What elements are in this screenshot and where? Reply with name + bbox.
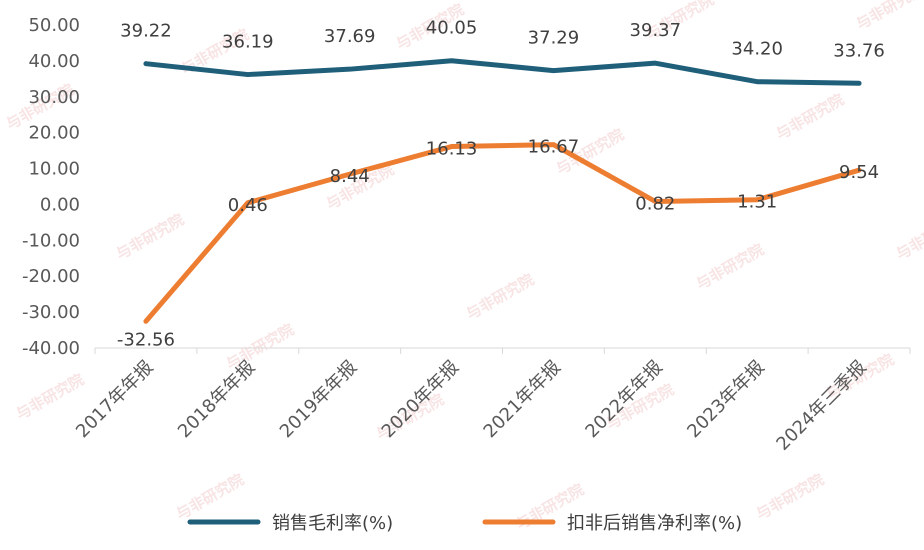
y-tick-label: 20.00 <box>28 123 80 144</box>
watermark-text: 与非研究院 <box>173 470 247 523</box>
watermark-text: 与非研究院 <box>113 210 187 263</box>
gross-margin-label: 37.29 <box>528 28 580 49</box>
y-tick-label: 0.00 <box>40 194 80 215</box>
x-axis: 2017年年报 2018年年报 2019年年报 2020年年报 2021年年报 2022年… <box>72 347 911 455</box>
series-layer <box>143 58 862 324</box>
watermark-text: 与非研究院 <box>893 210 924 263</box>
x-tick-label: 2024年三季报 <box>772 357 870 455</box>
data-label-layer: 39.22 36.19 37.69 40.05 37.29 39.37 34.20 33.76… <box>117 18 885 351</box>
net-margin-label: 9.54 <box>839 162 879 183</box>
y-tick-label: -40.00 <box>22 338 80 359</box>
watermark-text: 与非研究院 <box>463 270 537 323</box>
gross-margin-label: 40.05 <box>426 18 478 39</box>
watermark-text: 与非研究院 <box>693 240 767 293</box>
x-tick-label: 2021年年报 <box>480 357 565 442</box>
x-tick-label: 2018年年报 <box>174 357 259 442</box>
net-margin-label: -32.56 <box>117 329 175 350</box>
gross-margin-label: 37.69 <box>324 26 376 47</box>
x-tick-label: 2020年年报 <box>378 357 463 442</box>
x-tick-label: 2017年年报 <box>72 357 157 442</box>
net-margin-label: 16.13 <box>426 139 478 160</box>
gross-margin-label: 39.22 <box>120 21 172 42</box>
gross-margin-label: 39.37 <box>630 20 682 41</box>
watermark-text: 与非研究院 <box>773 90 847 143</box>
gross-margin-label: 36.19 <box>222 32 274 53</box>
y-tick-label: 40.00 <box>28 51 80 72</box>
net-margin-label: 16.67 <box>528 137 580 158</box>
y-tick-label: 10.00 <box>28 159 80 180</box>
net-margin-label: 1.31 <box>737 192 777 213</box>
legend-label-net-margin: 扣非后销售净利率(%) <box>567 513 742 534</box>
net-margin-line <box>143 142 862 324</box>
y-axis: -40.00 -30.00 -20.00 -10.00 0.00 10.00 20.00 30… <box>22 15 80 359</box>
legend: 销售毛利率(%) 扣非后销售净利率(%) <box>187 513 742 534</box>
y-tick-label: -10.00 <box>22 230 80 251</box>
watermark-text: 与非研究院 <box>853 0 924 33</box>
gross-margin-line <box>143 58 862 86</box>
x-tick-label: 2019年年报 <box>276 357 361 442</box>
gross-margin-label: 33.76 <box>833 40 885 61</box>
net-margin-label: 0.82 <box>635 194 675 215</box>
legend-label-gross-margin: 销售毛利率(%) <box>272 513 393 534</box>
x-tick-label: 2023年年报 <box>683 357 768 442</box>
watermark-text: 与非研究院 <box>13 370 87 423</box>
gross-margin-label: 34.20 <box>731 39 783 60</box>
y-tick-label: -30.00 <box>22 302 80 323</box>
y-tick-label: 30.00 <box>28 87 80 108</box>
net-margin-label: 8.44 <box>330 166 370 187</box>
net-margin-label: 0.46 <box>228 195 268 216</box>
y-tick-label: 50.00 <box>28 15 80 36</box>
y-tick-label: -20.00 <box>22 266 80 287</box>
watermark-text: 与非研究院 <box>753 470 827 523</box>
watermark-text: 与非研究院 <box>223 320 297 373</box>
